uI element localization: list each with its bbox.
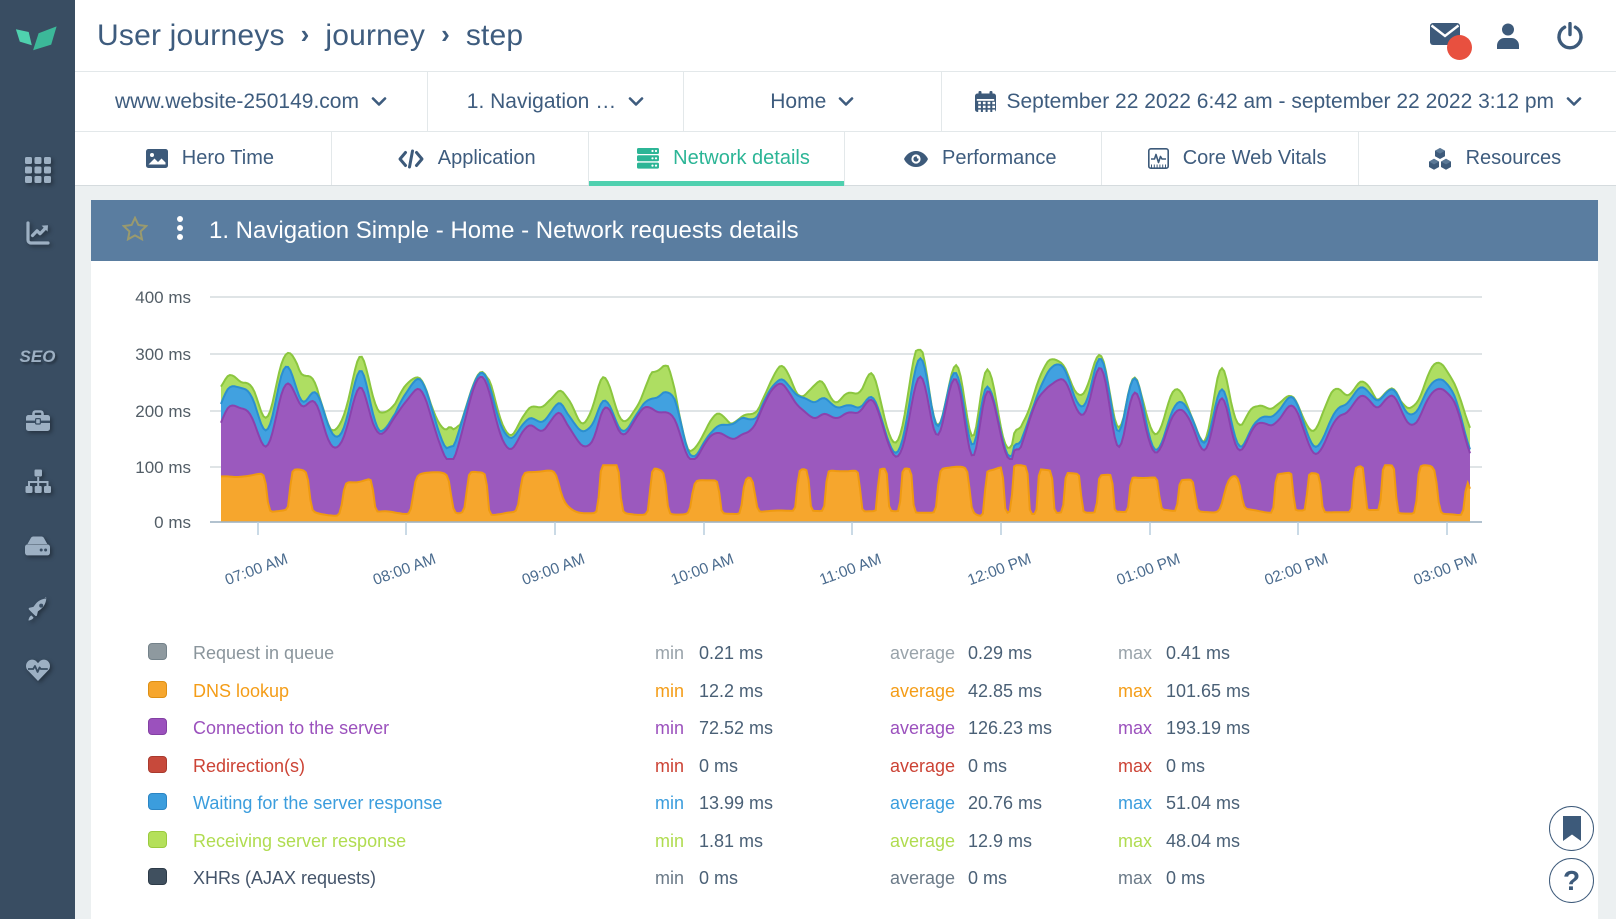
svg-text:12:00 PM: 12:00 PM <box>965 550 1033 589</box>
svg-text:07:00 AM: 07:00 AM <box>223 551 290 589</box>
svg-text:08:00 AM: 08:00 AM <box>371 551 438 589</box>
svg-text:100 ms: 100 ms <box>135 458 191 477</box>
svg-text:0 ms: 0 ms <box>154 513 191 532</box>
svg-text:10:00 AM: 10:00 AM <box>669 551 736 589</box>
svg-text:300 ms: 300 ms <box>135 345 191 364</box>
svg-text:200 ms: 200 ms <box>135 402 191 421</box>
svg-text:09:00 AM: 09:00 AM <box>520 551 587 589</box>
svg-text:01:00 PM: 01:00 PM <box>1114 550 1182 589</box>
svg-text:400 ms: 400 ms <box>135 288 191 307</box>
svg-text:11:00 AM: 11:00 AM <box>817 551 883 589</box>
svg-text:02:00 PM: 02:00 PM <box>1262 550 1330 589</box>
svg-text:03:00 PM: 03:00 PM <box>1411 550 1479 589</box>
